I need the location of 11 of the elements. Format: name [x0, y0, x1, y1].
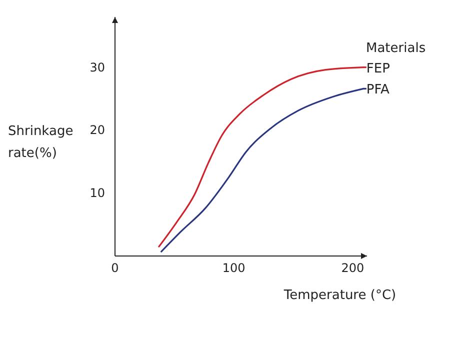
legend-label: FEP: [366, 61, 390, 76]
x-tick-label: 100: [222, 261, 246, 275]
x-tick-label: 200: [341, 261, 364, 275]
y-tick-label: 10: [90, 186, 105, 200]
legend-title: Materials: [366, 41, 426, 56]
y-tick-label: 30: [90, 60, 105, 74]
legend-label: PFA: [366, 82, 390, 98]
x-tick-label: 0: [111, 261, 119, 275]
y-tick-label: 20: [90, 123, 105, 138]
x-axis-title: Temperature (°C): [282, 288, 396, 303]
y-axis-title: Shrinkage rate(%): [8, 124, 74, 161]
